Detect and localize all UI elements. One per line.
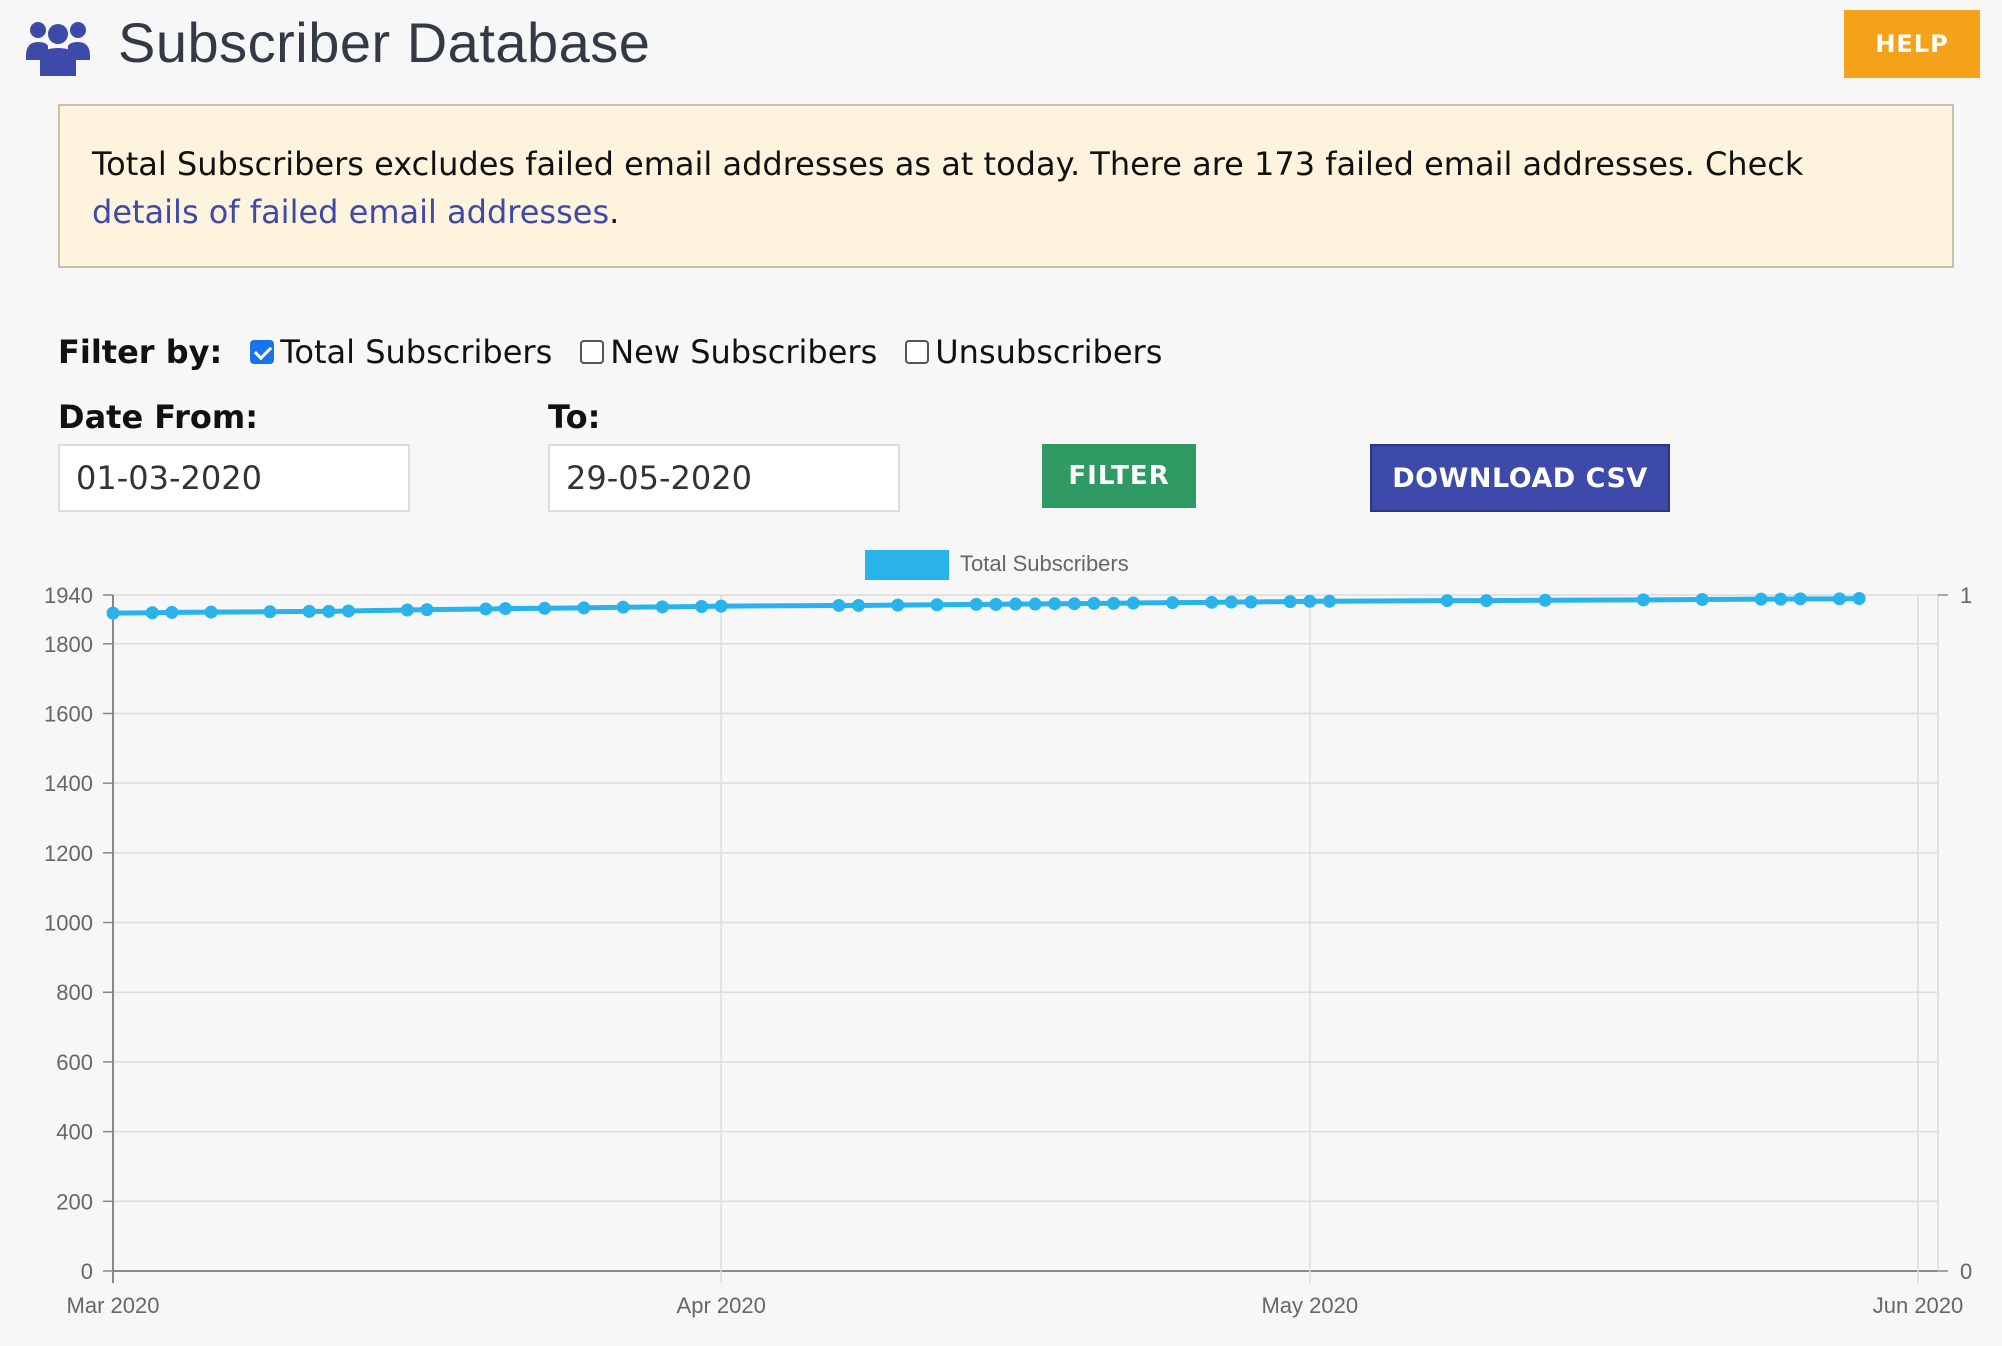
data-point bbox=[616, 600, 630, 614]
page-title: Subscriber Database bbox=[118, 11, 651, 74]
date-to-input[interactable] bbox=[548, 444, 900, 512]
download-csv-button[interactable]: DOWNLOAD CSV bbox=[1370, 444, 1670, 512]
y-tick-label: 1600 bbox=[44, 701, 93, 726]
y-tick-label: 800 bbox=[56, 980, 93, 1005]
data-point bbox=[1087, 596, 1101, 610]
data-point bbox=[1165, 596, 1179, 610]
data-point bbox=[852, 598, 866, 612]
x-tick-label: May 2020 bbox=[1261, 1293, 1358, 1318]
data-point bbox=[1244, 595, 1258, 609]
notice-text-end: . bbox=[609, 193, 620, 231]
help-button[interactable]: HELP bbox=[1844, 10, 1980, 78]
checkbox-label: Unsubscribers bbox=[935, 333, 1163, 371]
checkbox-checked-icon[interactable] bbox=[250, 340, 275, 364]
date-from-label: Date From: bbox=[58, 398, 259, 436]
y-tick-label: 1940 bbox=[44, 583, 93, 608]
y-tick-label: 1200 bbox=[44, 841, 93, 866]
data-point bbox=[1009, 597, 1022, 611]
failed-emails-notice: Total Subscribers excludes failed email … bbox=[58, 104, 1954, 268]
data-point bbox=[1479, 594, 1493, 608]
legend-label: Total Subscribers bbox=[960, 551, 1129, 576]
y-tick-label: 600 bbox=[56, 1050, 93, 1075]
notice-text: Total Subscribers excludes failed email … bbox=[92, 145, 1804, 183]
data-point bbox=[145, 606, 159, 620]
x-tick-label: Mar 2020 bbox=[67, 1293, 160, 1318]
data-point bbox=[1538, 593, 1552, 607]
data-point bbox=[1224, 595, 1238, 609]
data-point bbox=[930, 598, 944, 612]
data-point bbox=[106, 606, 120, 620]
y-right-tick-label: 1 bbox=[1960, 583, 1972, 608]
checkbox-label: New Subscribers bbox=[610, 333, 878, 371]
date-from-input[interactable] bbox=[58, 444, 410, 512]
data-point bbox=[1283, 595, 1297, 609]
data-point bbox=[538, 601, 552, 615]
data-point bbox=[341, 604, 355, 618]
data-point bbox=[420, 603, 434, 617]
data-point bbox=[263, 605, 277, 619]
data-point bbox=[1695, 593, 1709, 607]
data-point bbox=[1048, 597, 1062, 611]
unsubscribers-checkbox[interactable]: Unsubscribers bbox=[905, 333, 1162, 371]
data-point bbox=[714, 599, 728, 613]
x-tick-label: Jun 2020 bbox=[1873, 1293, 1964, 1318]
data-point bbox=[302, 604, 316, 618]
data-point bbox=[1322, 594, 1336, 608]
filter-options: Filter by: Total Subscribers New Subscri… bbox=[58, 332, 1190, 372]
data-point bbox=[1126, 596, 1140, 610]
data-point bbox=[400, 603, 414, 617]
checkbox-unchecked-icon[interactable] bbox=[905, 340, 930, 364]
data-point bbox=[1107, 596, 1121, 610]
failed-emails-link[interactable]: details of failed email addresses bbox=[92, 193, 610, 231]
data-point bbox=[655, 600, 669, 614]
filter-button[interactable]: FILTER bbox=[1042, 444, 1196, 508]
page-header: Subscriber Database HELP bbox=[0, 0, 2002, 96]
new-subscribers-checkbox[interactable]: New Subscribers bbox=[580, 333, 877, 371]
data-point bbox=[498, 602, 512, 616]
data-point bbox=[165, 605, 179, 619]
subscribers-line-chart: 0 200 400 600 800 1000 1200 1400 1600 1800 1940 Mar… bbox=[44, 550, 1972, 1318]
y-tick-label: 1400 bbox=[44, 771, 93, 796]
data-point bbox=[1833, 592, 1847, 606]
y-tick-label: 200 bbox=[56, 1189, 93, 1214]
filter-by-label: Filter by: bbox=[58, 333, 223, 371]
y-tick-label: 1000 bbox=[44, 911, 93, 936]
data-point bbox=[989, 597, 1003, 611]
data-point bbox=[1852, 591, 1866, 605]
data-point bbox=[695, 599, 709, 613]
y-right-tick-label: 0 bbox=[1960, 1259, 1972, 1284]
data-point bbox=[1205, 595, 1219, 609]
checkbox-label: Total Subscribers bbox=[280, 333, 553, 371]
data-point bbox=[832, 598, 846, 612]
users-group-icon bbox=[26, 22, 90, 76]
data-point bbox=[891, 598, 905, 612]
data-point bbox=[1774, 592, 1788, 606]
data-point bbox=[1028, 597, 1042, 611]
series-line bbox=[112, 595, 1860, 616]
data-point bbox=[1793, 592, 1807, 606]
y-tick-label: 1800 bbox=[44, 632, 93, 657]
data-point bbox=[577, 601, 591, 615]
total-subscribers-checkbox[interactable]: Total Subscribers bbox=[250, 333, 552, 371]
checkbox-unchecked-icon[interactable] bbox=[580, 340, 605, 364]
data-point bbox=[479, 602, 493, 616]
data-point bbox=[204, 605, 218, 619]
date-to-label: To: bbox=[548, 398, 601, 436]
data-point bbox=[1440, 594, 1454, 608]
data-point bbox=[322, 604, 336, 618]
legend-swatch bbox=[865, 550, 949, 580]
y-tick-label: 400 bbox=[56, 1120, 93, 1145]
data-point bbox=[1303, 594, 1317, 608]
data-point bbox=[969, 597, 983, 611]
x-tick-label: Apr 2020 bbox=[677, 1293, 766, 1318]
data-point bbox=[1754, 592, 1768, 606]
data-point bbox=[1067, 597, 1081, 611]
y-tick-label: 0 bbox=[81, 1259, 93, 1284]
data-point bbox=[1636, 593, 1650, 607]
